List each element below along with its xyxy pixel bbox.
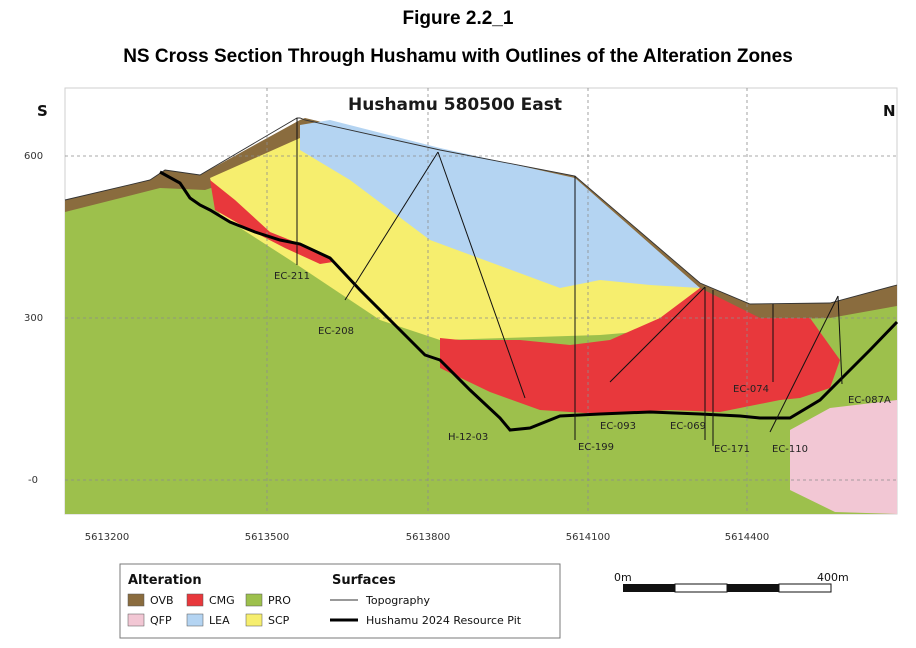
northing-tick: 5613800 xyxy=(406,532,451,543)
section-title: Hushamu 580500 East xyxy=(348,95,562,115)
legend-alteration-title: Alteration xyxy=(128,573,202,588)
drillhole-label: EC-171 xyxy=(714,444,750,455)
elevation-tick: 600 xyxy=(24,151,43,162)
lea-zone xyxy=(300,120,700,288)
drillhole-label: EC-087A xyxy=(848,395,891,406)
qfp-zone xyxy=(790,400,897,514)
resource-pit-line xyxy=(159,170,899,432)
scale-seg xyxy=(727,584,779,592)
scale-end-label: 400m xyxy=(817,571,849,584)
scp-swatch xyxy=(245,613,263,627)
northing-tick: 5614400 xyxy=(725,532,770,543)
legend-unit-label: LEA xyxy=(209,614,230,627)
cmg-zone-upper xyxy=(210,180,333,264)
drillhole-label: EC-110 xyxy=(772,444,808,455)
legend-surfaces-title: Surfaces xyxy=(332,573,396,588)
cmg-zone-main xyxy=(440,288,840,414)
north-label: N xyxy=(883,102,896,120)
drillhole-label: EC-069 xyxy=(670,421,706,432)
drillhole-label: EC-211 xyxy=(274,271,310,282)
drillhole-label: EC-074 xyxy=(733,384,769,395)
ovb-swatch xyxy=(127,593,145,607)
northing-tick: 5613500 xyxy=(245,532,290,543)
drillhole-label: EC-093 xyxy=(600,421,636,432)
legend-surface-label: Topography xyxy=(365,594,430,607)
qfp-swatch xyxy=(127,613,145,627)
legend-unit-label: QFP xyxy=(150,614,172,627)
legend-surface-label: Hushamu 2024 Resource Pit xyxy=(366,614,522,627)
figure-caption: NS Cross Section Through Hushamu with Ou… xyxy=(123,46,793,67)
scale-start-label: 0m xyxy=(614,571,632,584)
figure-label: Figure 2.2_1 xyxy=(402,8,514,29)
scale-seg xyxy=(623,584,675,592)
legend: Alteration Surfaces OVB CMG PRO QFP LEA … xyxy=(119,563,561,639)
drillhole-label: EC-208 xyxy=(318,326,354,337)
legend-unit-label: CMG xyxy=(209,594,235,607)
elevation-tick: 300 xyxy=(24,313,43,324)
cmg-swatch xyxy=(186,593,204,607)
drillhole-label: H-12-03 xyxy=(448,432,488,443)
legend-unit-label: OVB xyxy=(150,594,174,607)
pro-swatch xyxy=(245,593,263,607)
grid-lines xyxy=(65,88,897,514)
legend-unit-label: SCP xyxy=(268,614,290,627)
drillhole-traces xyxy=(296,118,843,446)
drillhole-label: EC-199 xyxy=(578,442,614,453)
scale-bar: 0m 400m xyxy=(614,571,849,593)
lea-swatch xyxy=(186,613,204,627)
south-label: S xyxy=(37,102,48,120)
scale-seg xyxy=(778,583,832,593)
northing-tick: 5613200 xyxy=(85,532,130,543)
elevation-tick: -0 xyxy=(28,475,38,486)
topography-line xyxy=(64,117,898,305)
scale-seg xyxy=(674,583,728,593)
legend-unit-label: PRO xyxy=(268,594,291,607)
northing-tick: 5614100 xyxy=(566,532,611,543)
